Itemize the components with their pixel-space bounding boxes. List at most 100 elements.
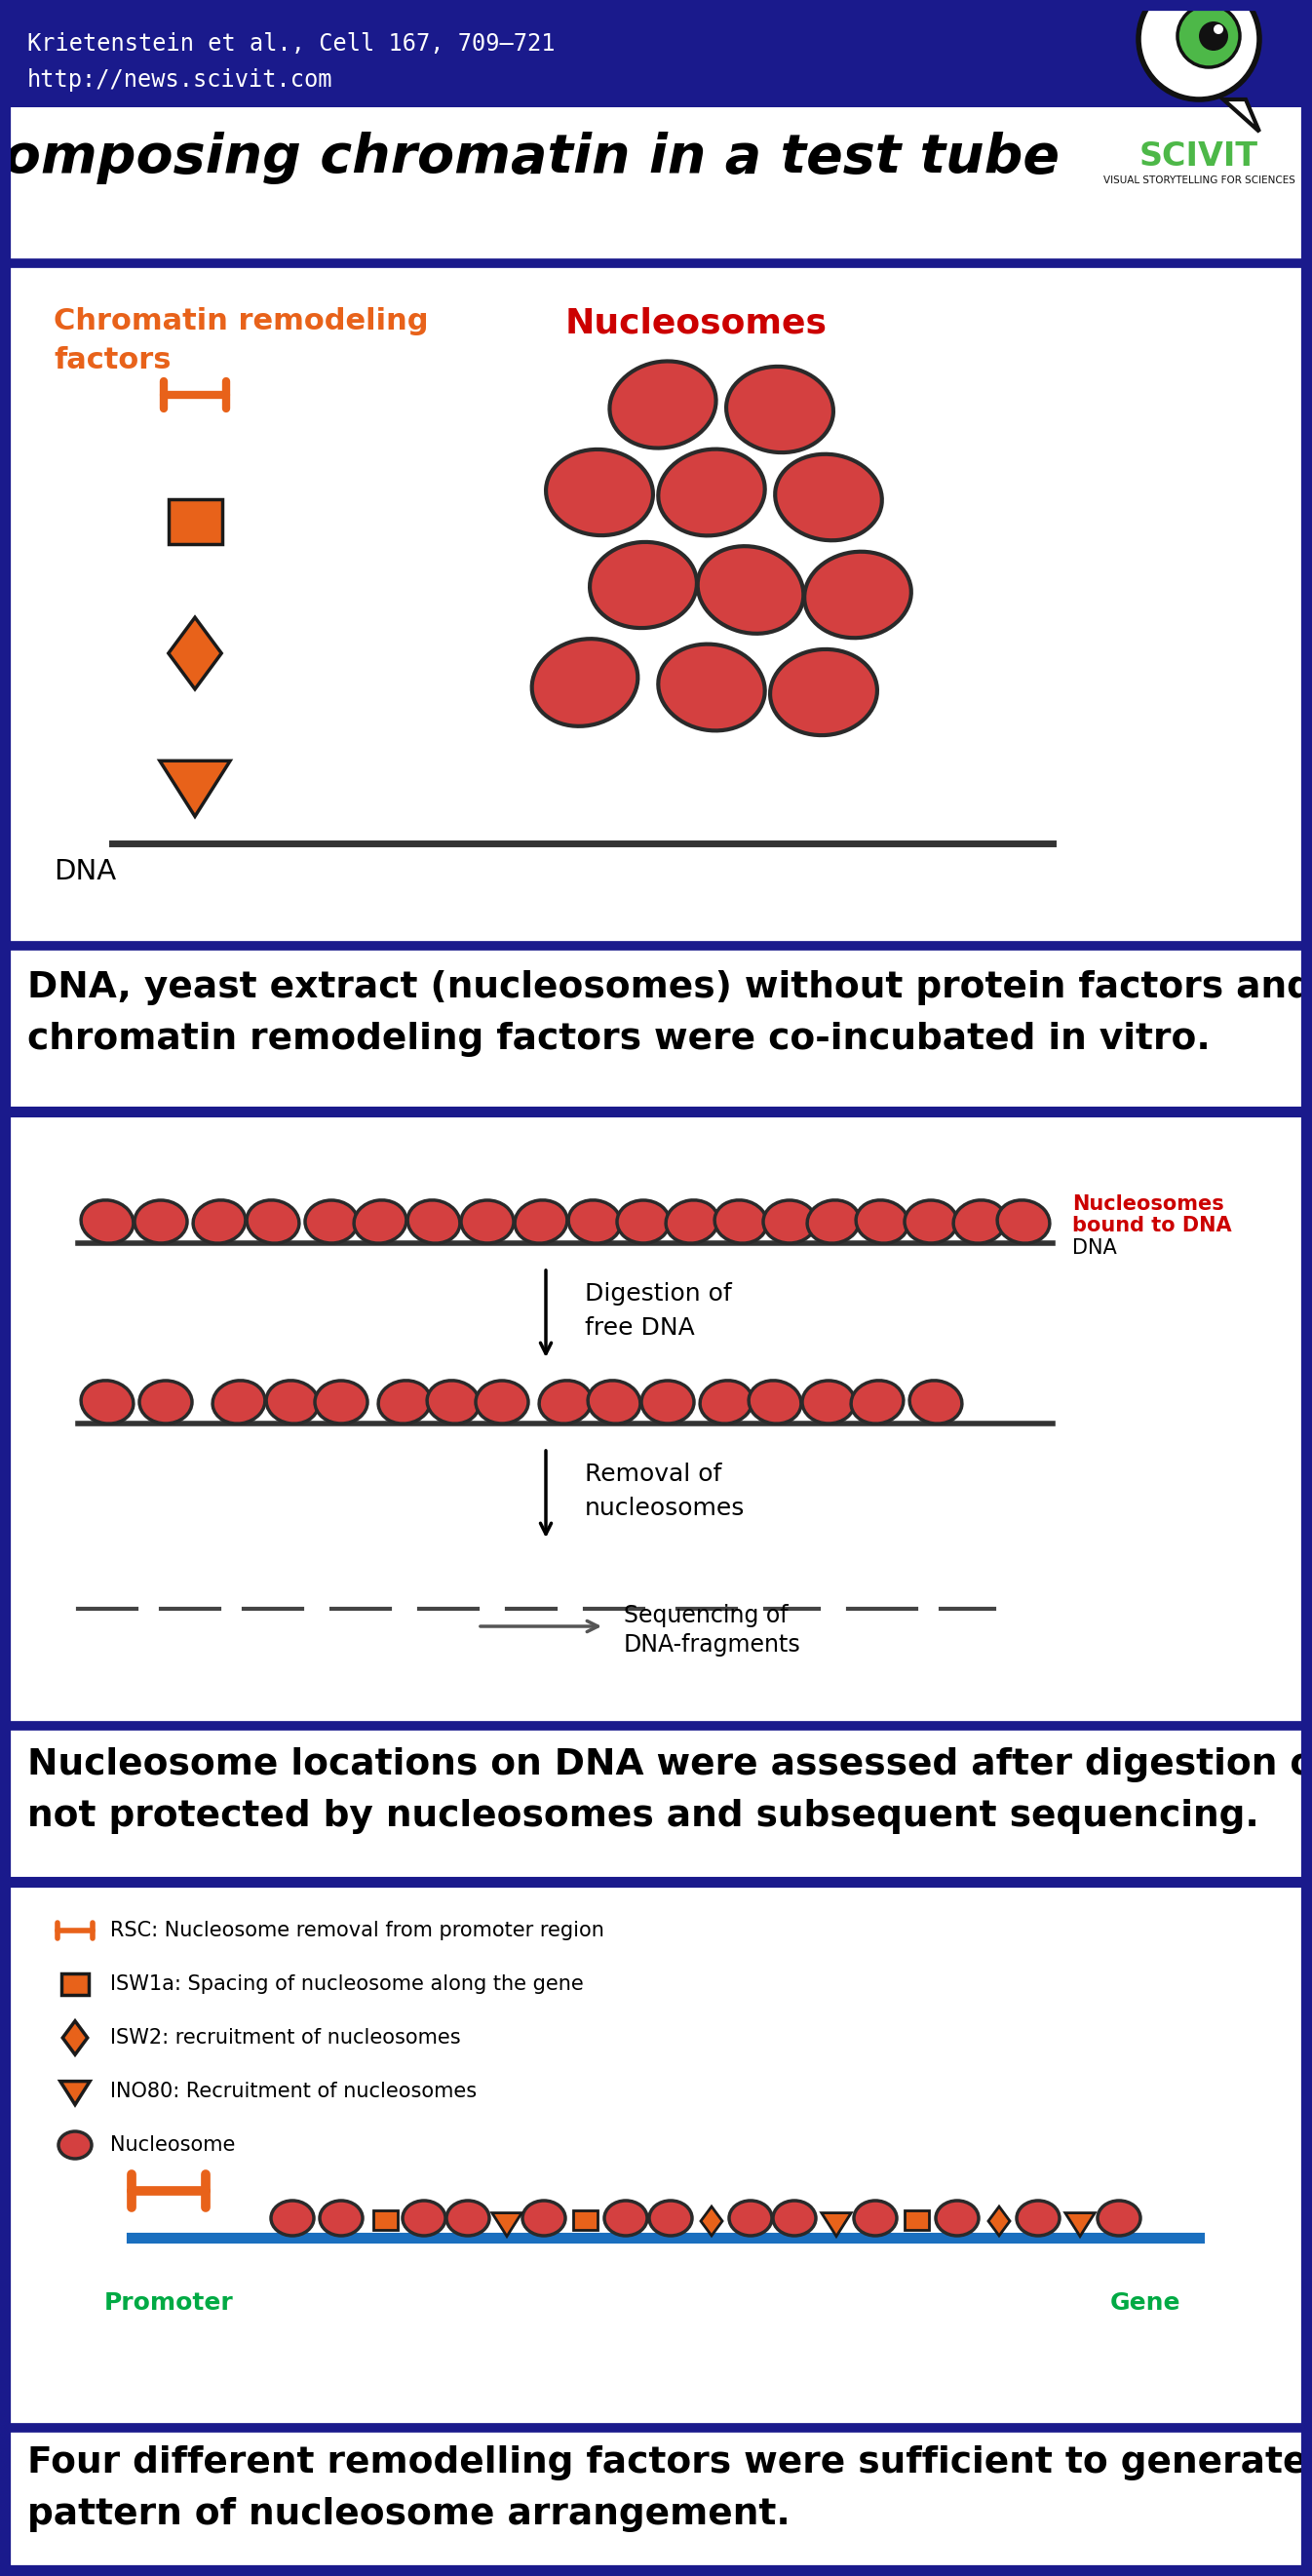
Text: INO80: Recruitment of nucleosomes: INO80: Recruitment of nucleosomes [110,2081,476,2102]
Text: Gene: Gene [1110,2290,1181,2316]
Ellipse shape [855,1200,908,1244]
Ellipse shape [426,1381,479,1425]
Ellipse shape [139,1381,192,1425]
Text: Composing chromatin in a test tube: Composing chromatin in a test tube [0,131,1060,185]
Ellipse shape [378,1381,430,1425]
Polygon shape [701,2208,723,2236]
Ellipse shape [605,2200,647,2236]
Ellipse shape [610,361,716,448]
Text: VISUAL STORYTELLING FOR SCIENCES: VISUAL STORYTELLING FOR SCIENCES [1103,175,1295,185]
Text: Chromatin remodeling: Chromatin remodeling [54,307,429,335]
Text: http://news.scivit.com: http://news.scivit.com [28,67,333,93]
Ellipse shape [320,2200,362,2236]
Bar [0,0,1312,263]
Text: Promoter: Promoter [104,2290,234,2316]
Ellipse shape [315,1381,367,1425]
Text: Krietenstein et al., Cell 167, 709–721: Krietenstein et al., Cell 167, 709–721 [28,31,555,57]
Ellipse shape [81,1200,134,1244]
Ellipse shape [1098,2200,1140,2236]
Ellipse shape [59,2130,92,2159]
Ellipse shape [306,1200,358,1244]
Ellipse shape [701,1381,752,1425]
Text: DNA-fragments: DNA-fragments [623,1633,802,1656]
Ellipse shape [539,1381,592,1425]
Polygon shape [60,2081,89,2105]
Text: nucleosomes: nucleosomes [585,1497,745,1520]
Ellipse shape [727,366,833,453]
Ellipse shape [851,1381,904,1425]
Ellipse shape [807,1200,859,1244]
Text: Nucleosome: Nucleosome [110,2136,235,2154]
Ellipse shape [659,448,765,536]
Text: Removal of: Removal of [585,1463,722,1486]
Polygon shape [160,760,230,817]
Ellipse shape [266,1381,319,1425]
Ellipse shape [135,1200,188,1244]
Ellipse shape [193,1200,245,1244]
Ellipse shape [773,2200,816,2236]
Ellipse shape [659,644,765,732]
Ellipse shape [247,1200,299,1244]
Text: Four different remodelling factors were sufficient to generate a native
pattern : Four different remodelling factors were … [28,2445,1312,2532]
Text: ISW2: recruitment of nucleosomes: ISW2: recruitment of nucleosomes [110,2027,461,2048]
Polygon shape [63,2022,88,2056]
Ellipse shape [935,2200,979,2236]
Ellipse shape [522,2200,565,2236]
Text: Nucleosomes: Nucleosomes [565,307,828,340]
FancyBboxPatch shape [168,500,222,544]
Text: bound to DNA: bound to DNA [1072,1216,1232,1236]
Text: DNA: DNA [1072,1239,1117,1257]
Ellipse shape [81,1381,134,1425]
Ellipse shape [698,546,803,634]
Ellipse shape [588,1381,640,1425]
Bar [0,1110,1312,1726]
Ellipse shape [514,1200,567,1244]
Ellipse shape [997,1200,1050,1244]
Polygon shape [492,2213,522,2236]
Ellipse shape [213,1381,265,1425]
Polygon shape [1223,100,1260,131]
Text: ISW1a: Spacing of nucleosome along the gene: ISW1a: Spacing of nucleosome along the g… [110,1973,584,1994]
Text: Sequencing of: Sequencing of [623,1605,789,1628]
Ellipse shape [775,453,882,541]
Ellipse shape [446,2200,489,2236]
Ellipse shape [770,649,878,734]
Ellipse shape [272,2200,314,2236]
Ellipse shape [461,1200,514,1244]
FancyBboxPatch shape [62,1973,89,1994]
Polygon shape [1065,2213,1094,2236]
Bar [0,0,1312,108]
Ellipse shape [764,1200,816,1244]
Text: Digestion of: Digestion of [585,1283,732,1306]
FancyBboxPatch shape [904,2210,929,2231]
Ellipse shape [354,1200,407,1244]
Polygon shape [821,2213,851,2236]
Text: Nucleosomes: Nucleosomes [1072,1195,1224,1213]
Polygon shape [988,2208,1010,2236]
Ellipse shape [476,1381,529,1425]
Bar [0,263,1312,945]
Polygon shape [168,618,222,690]
Ellipse shape [909,1381,962,1425]
Text: DNA: DNA [54,858,117,886]
Text: DNA, yeast extract (nucleosomes) without protein factors and purified
chromatin : DNA, yeast extract (nucleosomes) without… [28,971,1312,1056]
Ellipse shape [590,541,697,629]
Text: free DNA: free DNA [585,1316,695,1340]
Ellipse shape [403,2200,446,2236]
Ellipse shape [531,639,638,726]
Bar [0,945,1312,1110]
Ellipse shape [642,1381,694,1425]
Ellipse shape [715,1200,768,1244]
Ellipse shape [568,1200,621,1244]
Ellipse shape [854,2200,897,2236]
Ellipse shape [617,1200,669,1244]
Circle shape [1139,0,1260,100]
Circle shape [1177,5,1240,67]
FancyBboxPatch shape [373,2210,398,2231]
Text: factors: factors [54,345,171,374]
Ellipse shape [546,448,653,536]
Ellipse shape [749,1381,802,1425]
Bar [0,2427,1312,2576]
FancyBboxPatch shape [572,2210,597,2231]
Bar [0,1883,1312,2427]
